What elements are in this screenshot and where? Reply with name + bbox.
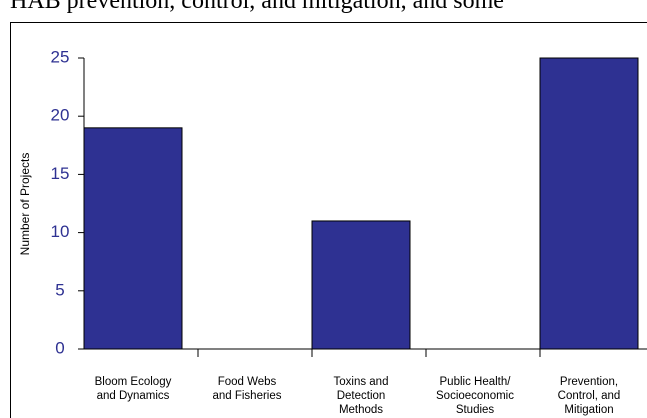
- page-text: HAB prevention, control, and mitigation,…: [10, 0, 504, 14]
- x-tick-label: Toxins and Detection Methods: [333, 376, 389, 416]
- frame: [10, 22, 647, 418]
- bar: [539, 57, 639, 350]
- y-tick-label: 10: [51, 222, 70, 241]
- y-tick-label: 0: [55, 338, 64, 357]
- x-tick-label: Food Webs and Fisheries: [212, 376, 282, 402]
- y-tick-label: 5: [55, 280, 64, 299]
- bar: [83, 127, 183, 350]
- y-tick-label: 25: [51, 47, 70, 66]
- x-tick-label: Bloom Ecology and Dynamics: [94, 376, 172, 402]
- y-tick-label: 15: [51, 164, 70, 183]
- x-tick-label: Prevention, Control, and Mitigation: [557, 376, 621, 416]
- y-tick-label: 20: [51, 106, 70, 125]
- y-axis-label: Number of Projects: [18, 153, 32, 256]
- bar: [311, 220, 411, 350]
- x-tick-label: Public Health/ Socioeconomic Studies: [436, 376, 514, 416]
